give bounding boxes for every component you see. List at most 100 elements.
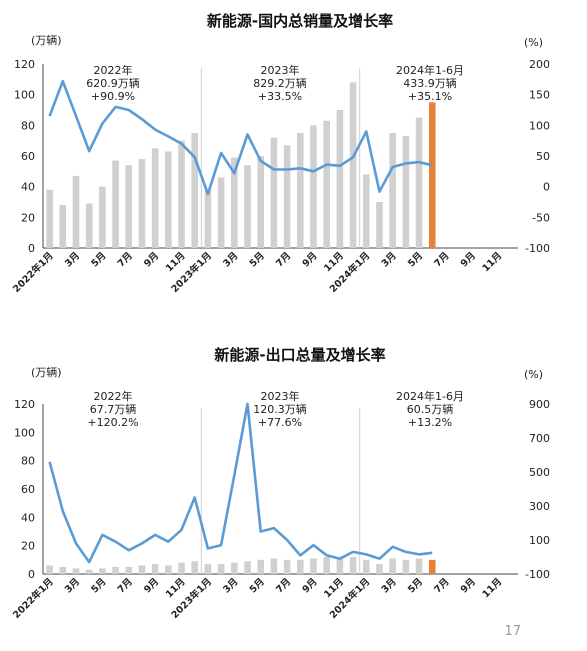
x-tick-label: 3月 — [221, 576, 240, 595]
x-tick-label: 3月 — [63, 576, 82, 595]
volume-bar — [270, 137, 278, 248]
x-tick-label: 9月 — [459, 576, 478, 595]
volume-bar — [310, 558, 317, 574]
right-tick-label: -100 — [525, 242, 550, 255]
left-tick-label: 20 — [21, 211, 35, 224]
volume-bar — [296, 559, 304, 574]
volume-bar — [231, 157, 238, 248]
volume-bar — [362, 559, 370, 574]
x-tick-label: 11月 — [164, 576, 188, 600]
annotation-text: 2024年1-6月 — [396, 389, 464, 403]
volume-bar — [349, 557, 357, 574]
volume-bar — [112, 566, 119, 574]
right-tick-label: 50 — [536, 150, 550, 163]
volume-bar — [178, 140, 185, 248]
left-tick-label: 0 — [28, 242, 35, 255]
x-tick-label: 7月 — [432, 576, 451, 595]
left-tick-label: 100 — [14, 89, 35, 102]
chart-title: 新能源-国内总销量及增长率 — [207, 12, 393, 30]
x-tick-label: 5月 — [89, 250, 108, 269]
annotation-text: 2022年 — [94, 63, 133, 77]
volume-bar — [376, 564, 383, 574]
volume-bar — [46, 189, 53, 248]
x-tick-label: 7月 — [274, 576, 293, 595]
volume-bar — [138, 565, 146, 574]
growth-rate-line — [48, 79, 433, 196]
right-tick-label: 0 — [543, 181, 550, 194]
volume-bar — [283, 145, 291, 248]
volume-bar — [415, 558, 423, 574]
volume-bar — [125, 566, 133, 574]
page-number: 17 — [504, 624, 521, 639]
x-tick-label: 5月 — [248, 576, 267, 595]
left-tick-label: 80 — [21, 119, 35, 132]
x-tick-label: 11月 — [322, 250, 346, 274]
right-axis-unit: (%) — [524, 368, 543, 381]
x-tick-label: 5月 — [406, 250, 425, 269]
right-tick-label: -100 — [525, 568, 550, 581]
annotation-text: 60.5万辆 — [407, 402, 454, 416]
volume-bar — [138, 159, 146, 248]
x-tick-label: 9月 — [142, 250, 161, 269]
right-tick-label: 100 — [529, 534, 550, 547]
volume-bar — [389, 558, 396, 574]
left-tick-label: 60 — [21, 483, 35, 496]
volume-bar — [362, 174, 370, 248]
right-tick-label: 150 — [529, 89, 550, 102]
x-tick-label: 11月 — [480, 250, 504, 274]
volume-bar — [151, 148, 159, 248]
volume-bar — [99, 568, 106, 574]
x-tick-label: 5月 — [89, 576, 108, 595]
x-tick-label: 3月 — [380, 576, 399, 595]
volume-bar — [151, 564, 159, 574]
x-tick-label: 11月 — [480, 576, 504, 600]
annotation-text: 2023年 — [261, 389, 300, 403]
volume-bar — [85, 569, 93, 574]
left-tick-label: 40 — [21, 511, 35, 524]
annotation-text: +13.2% — [408, 416, 452, 429]
volume-bar — [191, 561, 199, 574]
x-tick-label: 7月 — [432, 250, 451, 269]
volume-bar — [323, 120, 330, 248]
volume-bar — [336, 557, 344, 574]
volume-bar — [191, 133, 199, 248]
x-tick-label: 11月 — [164, 250, 188, 274]
volume-bar — [244, 165, 251, 248]
volume-bar — [99, 186, 106, 248]
x-tick-label: 7月 — [116, 250, 135, 269]
volume-bar — [402, 559, 410, 574]
annotation-text: 2023年 — [261, 63, 300, 77]
volume-bar — [244, 561, 251, 574]
annotation-text: 67.7万辆 — [90, 402, 137, 416]
x-tick-label: 3月 — [380, 250, 399, 269]
left-tick-label: 120 — [14, 398, 35, 411]
volume-bar — [336, 110, 344, 248]
volume-bar — [112, 160, 119, 248]
domestic-sales-chart: 新能源-国内总销量及增长率 (万辆) (%) 0 20 40 60 80 100 120 -100 -… — [10, 12, 550, 295]
volume-bar — [125, 165, 133, 248]
annotation-text: 2022年 — [94, 389, 133, 403]
export-volume-chart: 新能源-出口总量及增长率 (万辆) (%) 0 20 40 60 80 100 120 -100 10… — [10, 346, 550, 621]
annotation-text: +120.2% — [87, 416, 138, 429]
volume-bar — [204, 564, 212, 574]
volume-bar — [376, 202, 383, 248]
x-tick-label: 9月 — [300, 576, 319, 595]
right-tick-label: 700 — [529, 432, 550, 445]
annotation-text: +90.9% — [91, 90, 135, 103]
left-axis-unit: (万辆) — [31, 365, 62, 379]
right-axis-unit: (%) — [524, 36, 543, 49]
volume-bar — [402, 136, 410, 248]
volume-bar — [59, 205, 67, 248]
volume-bar — [165, 565, 172, 574]
annotation-text: 120.3万辆 — [253, 402, 307, 416]
x-tick-label: 7月 — [116, 576, 135, 595]
volume-bar — [59, 566, 67, 574]
annotation-text: 2024年1-6月 — [396, 63, 464, 77]
volume-bar — [283, 559, 291, 574]
x-tick-label: 9月 — [300, 250, 319, 269]
volume-bar — [310, 125, 317, 248]
x-tick-label: 3月 — [221, 250, 240, 269]
right-tick-label: 900 — [529, 398, 550, 411]
volume-bar — [296, 133, 304, 248]
annotation-text: +33.5% — [258, 90, 302, 103]
